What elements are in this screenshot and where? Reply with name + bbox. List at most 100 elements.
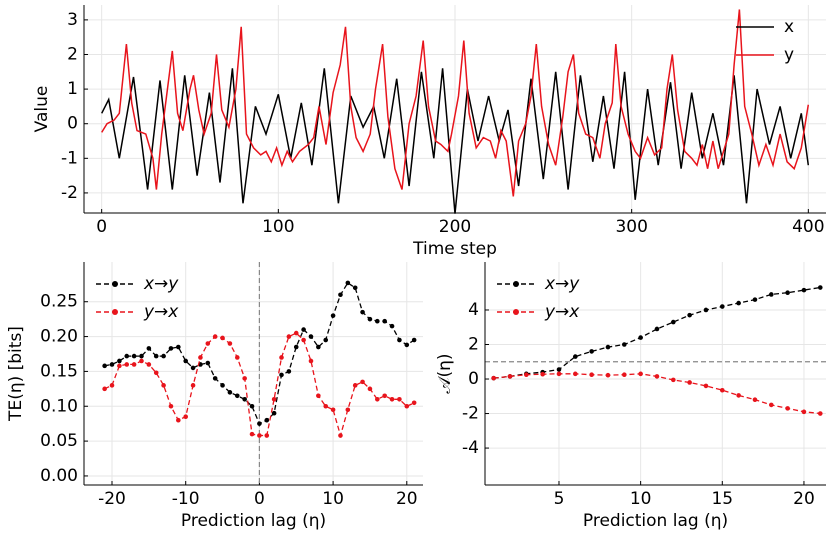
data-point	[573, 371, 578, 377]
data-point	[605, 344, 611, 350]
data-point	[411, 400, 417, 406]
y-tick-label: 3	[67, 10, 78, 30]
y-tick-label: 0	[67, 114, 78, 134]
data-point	[257, 433, 262, 438]
data-point	[161, 353, 166, 359]
y-tick-label: 0.20	[40, 327, 78, 347]
series-line	[101, 9, 810, 197]
data-point	[556, 371, 562, 377]
data-point	[367, 316, 373, 322]
data-point	[540, 371, 545, 377]
legend-label: y	[784, 45, 794, 65]
data-point	[654, 374, 660, 379]
data-point	[264, 417, 270, 423]
y-tick-label: 0.15	[40, 361, 78, 381]
data-point	[234, 355, 240, 360]
data-point	[109, 383, 115, 388]
series-line	[493, 373, 821, 415]
data-point	[102, 386, 107, 392]
x-tick-label: -20	[98, 489, 126, 509]
x-tick-label: -10	[172, 489, 200, 509]
data-point	[638, 335, 643, 340]
data-point	[293, 344, 299, 350]
data-point	[234, 393, 240, 399]
y-tick-label: 0.05	[40, 431, 78, 451]
data-point	[330, 313, 336, 318]
data-point	[654, 326, 660, 332]
series-line	[493, 286, 821, 379]
data-point	[687, 380, 692, 385]
data-point	[168, 346, 174, 351]
data-point	[360, 309, 365, 315]
data-point	[785, 290, 790, 296]
data-point	[360, 379, 365, 385]
data-point	[212, 334, 218, 339]
data-point	[176, 417, 181, 423]
data-point	[316, 344, 321, 350]
legend-marker	[112, 309, 118, 315]
y-tick-label: 0.00	[40, 466, 78, 486]
data-point	[397, 337, 402, 343]
data-point	[524, 372, 529, 378]
data-point	[190, 383, 196, 388]
data-point	[271, 396, 277, 402]
data-point	[345, 280, 351, 286]
data-point	[286, 334, 292, 339]
data-point	[109, 362, 115, 367]
x-tick-label: 15	[711, 489, 733, 509]
x-tick-label: 10	[630, 489, 652, 509]
data-point	[227, 341, 233, 346]
data-point	[242, 396, 247, 402]
data-point	[719, 387, 725, 393]
data-point	[687, 312, 692, 318]
data-point	[736, 300, 741, 306]
data-point	[507, 374, 513, 379]
legend-marker	[112, 281, 118, 287]
data-point	[389, 396, 395, 402]
data-point	[205, 360, 211, 366]
y-tick-label: 2	[67, 44, 78, 64]
data-point	[190, 365, 196, 371]
legend-label: x→y	[544, 274, 580, 294]
data-point	[249, 403, 255, 409]
legend-label: x	[784, 17, 794, 37]
x-tick-label: 0	[254, 489, 265, 509]
data-point	[124, 353, 130, 359]
data-point	[801, 287, 807, 293]
data-point	[139, 353, 144, 359]
data-point	[301, 327, 306, 332]
data-point	[220, 335, 225, 341]
data-point	[308, 334, 314, 339]
x-tick-label: 20	[396, 489, 418, 509]
data-point	[330, 407, 336, 413]
x-tick-label: 300	[615, 217, 647, 237]
data-point	[227, 390, 233, 395]
data-point	[323, 403, 329, 409]
y-tick-label: 0	[468, 369, 479, 389]
data-point	[308, 358, 314, 364]
data-point	[375, 318, 380, 324]
data-point	[589, 372, 594, 378]
data-point	[573, 354, 578, 359]
data-point	[153, 353, 159, 359]
y-tick-label: -1	[61, 148, 78, 168]
data-point	[382, 318, 387, 324]
data-point	[198, 355, 203, 360]
data-point	[719, 304, 725, 309]
y-tick-label: 0.25	[40, 292, 78, 312]
data-point	[404, 403, 410, 409]
x-tick-label: 400	[792, 217, 824, 237]
data-point	[817, 285, 823, 290]
data-point	[397, 396, 402, 402]
data-point	[139, 358, 144, 364]
data-point	[264, 433, 270, 438]
data-point	[279, 372, 284, 378]
data-point	[768, 402, 774, 408]
data-point	[301, 337, 306, 343]
data-point	[117, 363, 122, 369]
data-point	[249, 431, 255, 437]
data-point	[279, 355, 284, 360]
x-axis-label: Prediction lag (η)	[583, 511, 728, 531]
data-point	[752, 297, 758, 302]
